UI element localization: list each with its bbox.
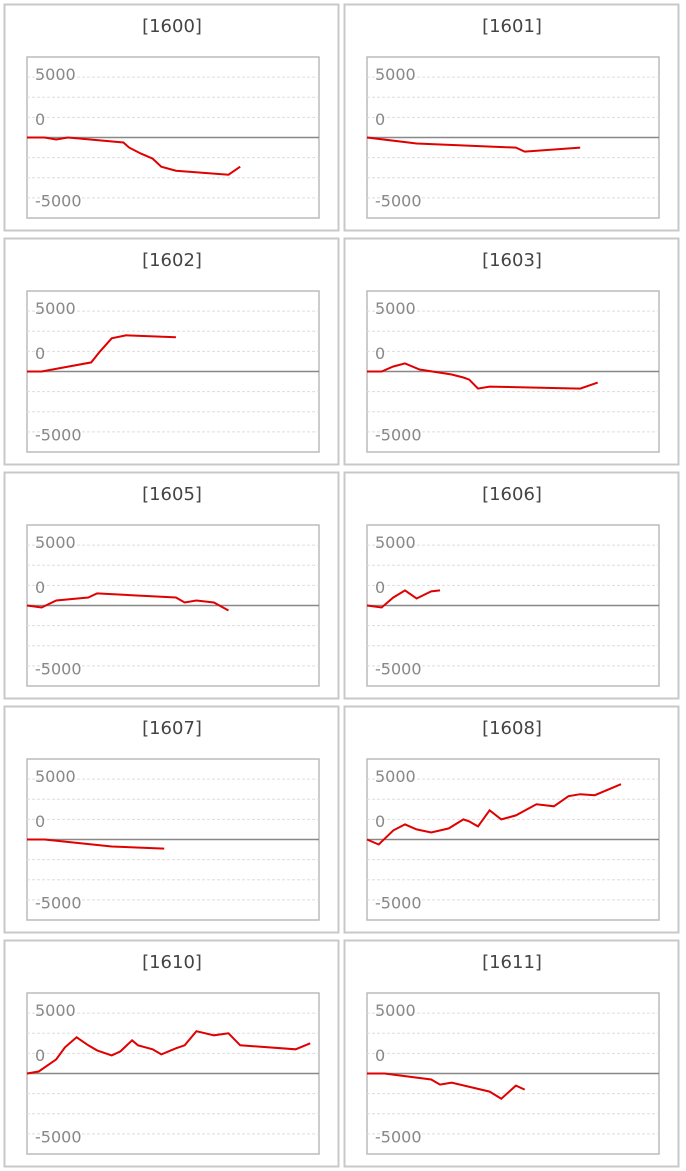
chart-title: [1606] <box>482 484 542 505</box>
line <box>366 783 622 846</box>
y-tick-label: 0 <box>35 110 45 129</box>
y-tick-label: 5000 <box>375 533 416 552</box>
y-tick-label: -5000 <box>35 659 82 678</box>
line <box>26 1030 311 1075</box>
y-tick-label: 0 <box>35 578 45 597</box>
y-tick-label: -5000 <box>375 191 422 210</box>
y-tick-label: 0 <box>375 812 385 831</box>
chart-title: [1602] <box>142 250 202 271</box>
y-tick-label: -5000 <box>35 1127 82 1146</box>
line <box>26 592 229 612</box>
y-tick-label: -5000 <box>35 893 82 912</box>
y-tick-label: 5000 <box>375 767 416 786</box>
line <box>366 589 441 609</box>
y-tick-label: 5000 <box>375 299 416 318</box>
y-tick-label: 0 <box>35 812 45 831</box>
y-tick-label: 0 <box>375 110 385 129</box>
chart-title: [1607] <box>142 718 202 739</box>
y-tick-label: 0 <box>375 1046 385 1065</box>
y-tick-label: 0 <box>35 344 45 363</box>
y-tick-label: 5000 <box>35 533 76 552</box>
y-tick-label: 0 <box>375 578 385 597</box>
line <box>367 362 599 390</box>
y-tick-label: -5000 <box>375 659 422 678</box>
chart-title: [1600] <box>142 16 202 37</box>
line <box>27 136 241 176</box>
y-tick-label: -5000 <box>35 425 82 444</box>
chart-title: [1608] <box>482 718 542 739</box>
line <box>366 136 581 153</box>
y-tick-label: 5000 <box>375 1001 416 1020</box>
chart-title: [1605] <box>142 484 202 505</box>
chart-title: [1603] <box>482 250 542 271</box>
y-tick-label: 5000 <box>35 767 76 786</box>
y-tick-label: -5000 <box>35 191 82 210</box>
y-tick-label: -5000 <box>375 893 422 912</box>
line <box>27 334 176 373</box>
y-tick-label: 0 <box>375 344 385 363</box>
line <box>27 838 165 850</box>
chart-title: [1611] <box>482 952 542 973</box>
y-tick-label: -5000 <box>375 425 422 444</box>
line <box>367 1072 526 1100</box>
chart-title: [1601] <box>482 16 542 37</box>
y-tick-label: -5000 <box>375 1127 422 1146</box>
y-tick-label: 5000 <box>35 299 76 318</box>
chart-title: [1610] <box>142 952 202 973</box>
y-tick-label: 5000 <box>35 65 76 84</box>
y-tick-label: 5000 <box>375 65 416 84</box>
y-tick-label: 5000 <box>35 1001 76 1020</box>
y-tick-label: 0 <box>35 1046 45 1065</box>
